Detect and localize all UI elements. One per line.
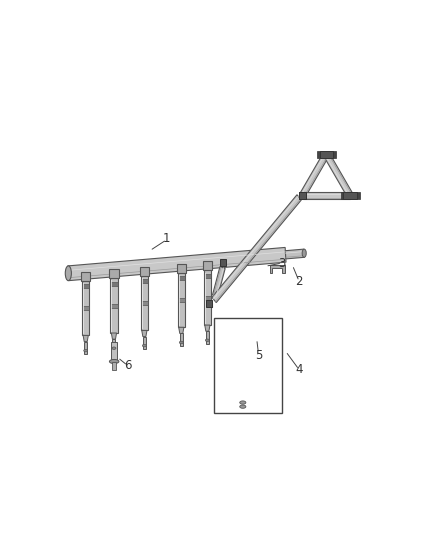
Polygon shape xyxy=(82,284,89,288)
Polygon shape xyxy=(241,382,245,397)
Polygon shape xyxy=(142,330,147,336)
Polygon shape xyxy=(82,306,89,310)
Polygon shape xyxy=(109,269,119,278)
Polygon shape xyxy=(81,272,91,281)
Polygon shape xyxy=(204,270,211,325)
Polygon shape xyxy=(84,342,87,354)
Polygon shape xyxy=(237,329,248,340)
Text: 6: 6 xyxy=(124,359,131,372)
Polygon shape xyxy=(113,339,116,351)
Ellipse shape xyxy=(142,344,146,347)
Polygon shape xyxy=(82,281,89,335)
Polygon shape xyxy=(111,333,117,339)
Polygon shape xyxy=(303,191,350,199)
Bar xyxy=(300,191,306,199)
Polygon shape xyxy=(140,267,149,276)
Polygon shape xyxy=(240,374,246,382)
Ellipse shape xyxy=(65,266,71,281)
Text: 2: 2 xyxy=(295,275,303,288)
Polygon shape xyxy=(179,327,184,334)
Ellipse shape xyxy=(240,405,246,408)
Ellipse shape xyxy=(205,339,209,342)
Polygon shape xyxy=(204,296,211,300)
Polygon shape xyxy=(205,325,210,331)
Text: 3: 3 xyxy=(279,256,286,270)
Polygon shape xyxy=(285,249,304,259)
Polygon shape xyxy=(238,354,247,359)
Polygon shape xyxy=(212,195,301,303)
Ellipse shape xyxy=(302,249,306,257)
Ellipse shape xyxy=(240,391,245,394)
Polygon shape xyxy=(110,282,118,286)
Ellipse shape xyxy=(110,359,119,364)
Polygon shape xyxy=(110,278,118,333)
Ellipse shape xyxy=(179,341,183,344)
Polygon shape xyxy=(238,340,247,374)
Bar xyxy=(343,192,357,199)
Polygon shape xyxy=(269,265,285,273)
Bar xyxy=(357,192,360,199)
Text: 5: 5 xyxy=(255,349,262,362)
Bar xyxy=(111,342,117,361)
Polygon shape xyxy=(143,336,146,349)
Polygon shape xyxy=(324,152,353,197)
Ellipse shape xyxy=(112,347,116,350)
Polygon shape xyxy=(180,334,183,346)
Polygon shape xyxy=(300,152,329,197)
Bar xyxy=(320,151,333,158)
Polygon shape xyxy=(141,276,148,330)
Ellipse shape xyxy=(240,401,246,404)
Polygon shape xyxy=(141,279,148,283)
Polygon shape xyxy=(177,298,185,302)
Polygon shape xyxy=(68,247,286,281)
Polygon shape xyxy=(206,331,209,344)
Polygon shape xyxy=(204,274,211,278)
Bar xyxy=(219,259,226,266)
Polygon shape xyxy=(203,262,212,270)
Polygon shape xyxy=(206,303,212,308)
Polygon shape xyxy=(177,276,185,280)
Polygon shape xyxy=(177,264,186,273)
Bar xyxy=(317,151,320,158)
Polygon shape xyxy=(110,304,118,308)
Bar xyxy=(333,151,336,158)
Bar xyxy=(341,192,343,199)
Polygon shape xyxy=(83,335,88,342)
Text: 4: 4 xyxy=(295,363,303,376)
Polygon shape xyxy=(177,273,185,327)
Polygon shape xyxy=(141,301,148,305)
Polygon shape xyxy=(238,343,247,349)
Bar xyxy=(113,361,116,370)
Text: 1: 1 xyxy=(163,232,170,245)
Bar xyxy=(214,318,282,413)
Polygon shape xyxy=(212,266,225,297)
Ellipse shape xyxy=(84,349,88,352)
Bar xyxy=(206,300,212,307)
Bar xyxy=(300,191,306,199)
